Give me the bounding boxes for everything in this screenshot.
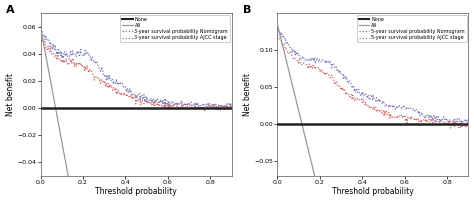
X-axis label: Threshold probability: Threshold probability <box>95 187 177 196</box>
Legend: None, All, 5-year survival probability Nomogram, 5-year survival probability AJC: None, All, 5-year survival probability N… <box>357 15 467 42</box>
Text: B: B <box>243 5 251 15</box>
Text: A: A <box>6 5 15 15</box>
X-axis label: Threshold probability: Threshold probability <box>332 187 414 196</box>
Y-axis label: Net benefit: Net benefit <box>6 73 15 116</box>
Legend: None, All, 3-year survival probability Nomogram, 3-year survival probability AJC: None, All, 3-year survival probability N… <box>120 15 230 42</box>
Y-axis label: Net benefit: Net benefit <box>243 73 252 116</box>
